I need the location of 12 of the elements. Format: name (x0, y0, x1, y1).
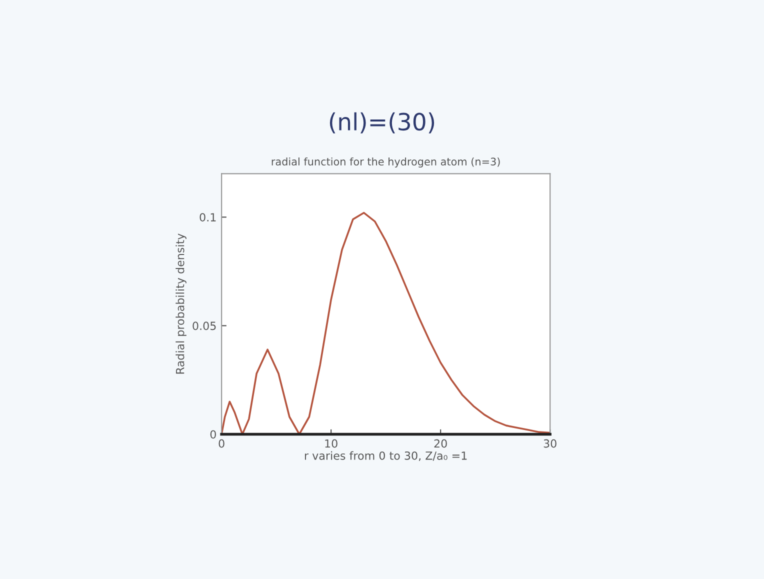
x-tick-label: 10 (325, 439, 338, 448)
y-tick-label: 0.05 (192, 322, 216, 330)
x-tick-label: 30 (544, 439, 556, 448)
y-tick-label: 0.1 (200, 213, 216, 222)
chart-title: (nl)=(30) (330, 112, 434, 134)
y-axis-title: Radial probability density (176, 234, 186, 374)
chart-subtitle: radial function for the hydrogen atom (n=3) (272, 157, 500, 168)
x-axis-title: r varies from 0 to 30, Z/a₀ =1 (304, 451, 467, 461)
x-tick-label: 20 (434, 439, 447, 448)
y-tick-label: 0 (210, 430, 216, 439)
line-series (222, 212, 550, 434)
x-tick-label: 0 (218, 439, 224, 448)
